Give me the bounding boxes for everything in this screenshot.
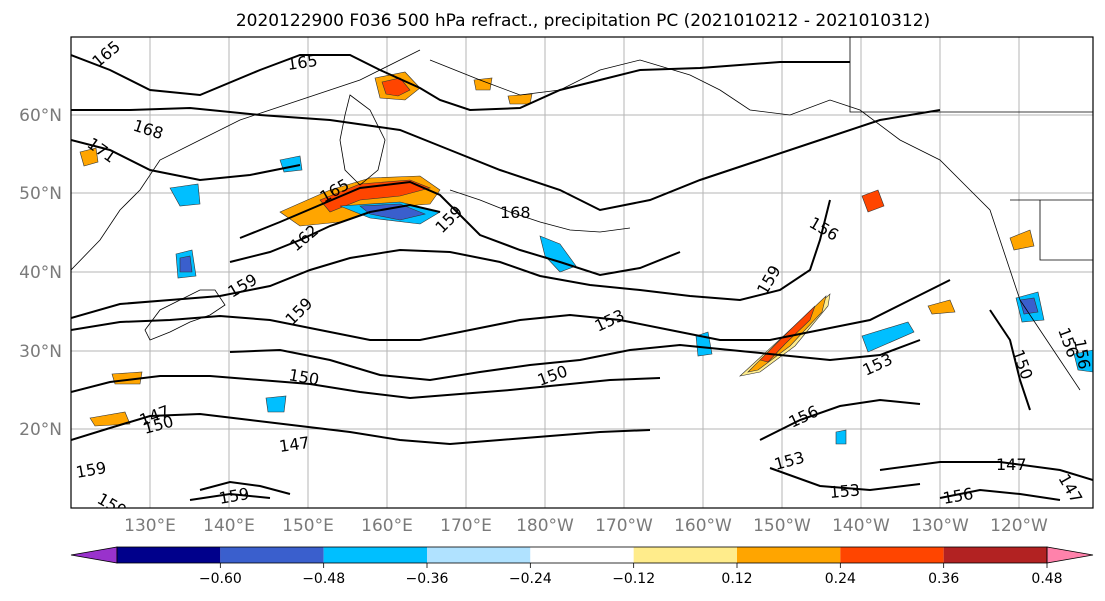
colorbar-tick-label: −0.24	[509, 571, 552, 587]
lat-label: 60°N	[19, 106, 62, 126]
figure-title: 2020122900 F036 500 hPa refract., precip…	[236, 11, 930, 31]
lon-label: 120°W	[990, 516, 1048, 536]
contour-156c	[939, 488, 1061, 501]
contour-165b	[239, 180, 681, 277]
contour-label: 165	[286, 51, 319, 74]
lon-label: 140°E	[203, 516, 255, 536]
colorbar-tick-label: 0.12	[721, 571, 752, 587]
us-state-border	[1039, 200, 1093, 261]
lon-label: 170°E	[440, 516, 492, 536]
precip-negative-area	[179, 255, 193, 273]
colorbar-swatch	[427, 547, 531, 563]
precip-negative-area	[539, 235, 577, 273]
lon-label: 150°E	[282, 516, 334, 536]
colorbar-ticks: −0.60 −0.48 −0.36 −0.24 −0.12 0.12 0.24 0.36 0.4…	[199, 563, 1063, 587]
colorbar-swatch	[633, 547, 737, 563]
precip-positive-area	[1009, 229, 1035, 251]
latitude-labels: 60°N 50°N 40°N 30°N 20°N	[19, 106, 62, 440]
colorbar-tick-label: 0.48	[1031, 571, 1062, 587]
precip-positive-area	[507, 93, 533, 105]
precip-negative-area	[169, 183, 201, 207]
precip-negative-area	[835, 429, 847, 445]
precip-negative-area	[1073, 349, 1093, 373]
colorbar-tick-label: −0.48	[302, 571, 345, 587]
contour-150	[71, 375, 661, 400]
lon-label: 160°E	[361, 516, 413, 536]
lon-label: 140°W	[832, 516, 890, 536]
colorbar-extend-high	[1046, 546, 1094, 564]
colorbar-swatch	[323, 547, 427, 563]
lon-label: 160°W	[674, 516, 732, 536]
lat-label: 40°N	[19, 263, 62, 283]
colorbar-tick-label: −0.60	[199, 571, 242, 587]
colorbar-extend-low	[70, 546, 118, 564]
lat-label: 50°N	[19, 184, 62, 204]
colorbar-swatches	[70, 546, 1094, 564]
colorbar-outline	[116, 546, 1048, 564]
map-panel: 165 165 168 171 165 159 168 162 156 159 …	[70, 36, 1094, 509]
contour-150b	[989, 309, 1031, 411]
precip-strong-area	[319, 179, 431, 213]
precip-positive-area	[79, 147, 99, 167]
contour-165	[71, 54, 850, 112]
precip-negative-area	[1019, 297, 1039, 315]
colorbar-tick-label: 0.36	[928, 571, 959, 587]
contour-label: 168	[500, 203, 531, 222]
contour-162	[229, 203, 441, 263]
contour-label: 147	[278, 433, 311, 456]
contour-153	[229, 339, 921, 382]
contour-label: 156	[1070, 337, 1094, 370]
colorbar-swatch	[943, 547, 1047, 563]
precip-positive-area	[927, 299, 956, 315]
contour-171	[71, 139, 301, 182]
japan-coastline	[144, 289, 226, 341]
contour-label: 147	[996, 455, 1027, 474]
lon-label: 170°W	[595, 516, 653, 536]
colorbar-tick-label: −0.12	[612, 571, 655, 587]
contour-159	[71, 199, 831, 319]
contour-168	[71, 106, 941, 212]
precip-negative-area	[861, 321, 915, 353]
map-frame	[70, 36, 1094, 509]
colorbar: −0.60 −0.48 −0.36 −0.24 −0.12 0.12 0.24 0.36 0.4…	[70, 546, 1094, 587]
precip-negative-area	[265, 395, 287, 413]
precip-strong-area	[861, 189, 885, 213]
contour-147b	[879, 461, 1093, 481]
lon-label: 180°W	[516, 516, 574, 536]
kamchatka-coastline	[339, 94, 386, 186]
refractivity-contours	[71, 54, 1093, 501]
contour-south-cluster	[189, 480, 291, 501]
aleutian-islands	[449, 189, 631, 233]
coastlines	[71, 37, 1093, 391]
colorbar-tick-label: 0.24	[825, 571, 856, 587]
contour-label: 153	[829, 480, 861, 502]
lat-label: 30°N	[19, 342, 62, 362]
colorbar-swatch	[840, 547, 944, 563]
contour-156	[71, 279, 951, 341]
lon-label: 130°E	[124, 516, 176, 536]
colorbar-swatch	[530, 547, 634, 563]
lon-label: 150°W	[753, 516, 811, 536]
contour-153b	[769, 467, 921, 492]
contour-147	[71, 412, 651, 446]
colorbar-swatch	[737, 547, 841, 563]
lon-label: 130°W	[911, 516, 969, 536]
colorbar-swatch	[220, 547, 324, 563]
colorbar-swatch	[117, 547, 221, 563]
colorbar-tick-label: −0.36	[406, 571, 449, 587]
lat-label: 20°N	[19, 420, 62, 440]
alaska-coastline	[429, 59, 1081, 391]
precip-positive-area	[89, 411, 131, 427]
contour-156b	[759, 398, 921, 441]
longitude-labels: 130°E 140°E 150°E 160°E 170°E 180°W 170°…	[124, 516, 1048, 536]
precip-positive-area	[473, 77, 493, 91]
precip-strong-area	[759, 305, 816, 363]
